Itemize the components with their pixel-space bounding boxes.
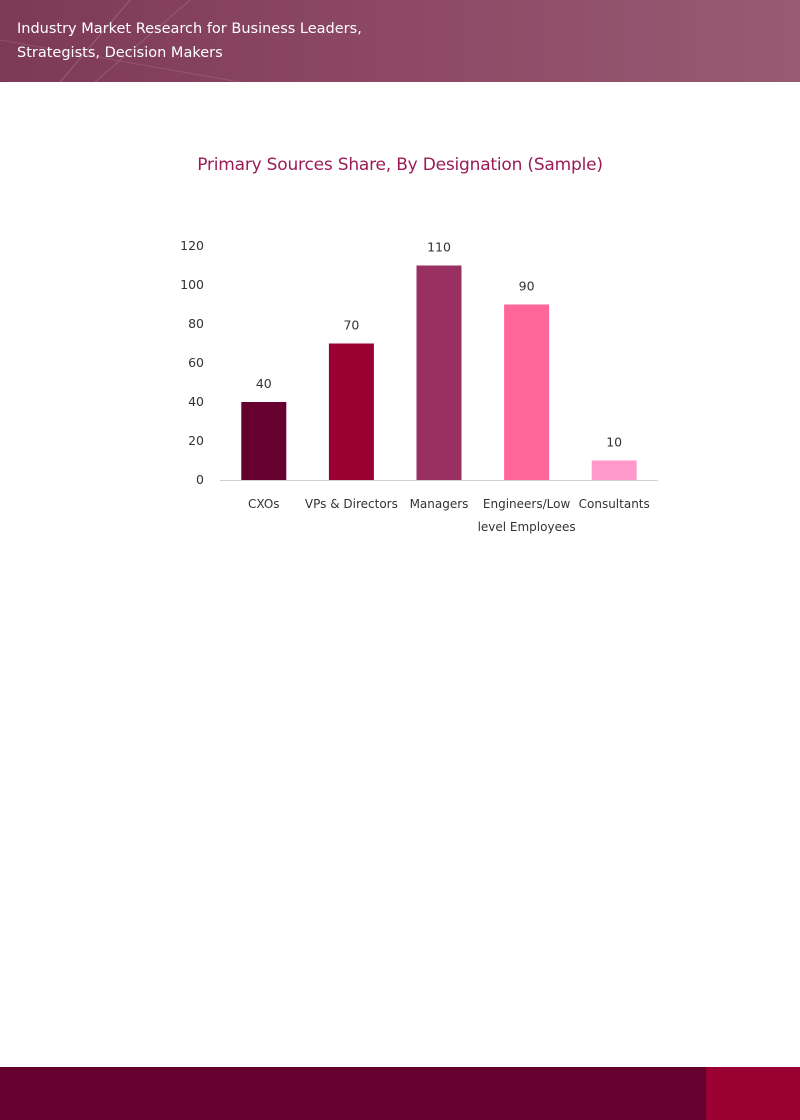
y-tick-label: 100	[180, 277, 204, 292]
y-tick-label: 0	[196, 472, 204, 487]
bar-chart: 0 20 40 60 80 100 120 40 CXOs 70 VPs & Directors 11…	[180, 238, 658, 534]
header-title-line-1: Industry Market Research for Business Le…	[17, 21, 362, 37]
bar	[416, 265, 462, 480]
category-label: Consultants	[579, 497, 650, 511]
category-label: CXOs	[248, 497, 280, 511]
footer-accent-block	[706, 1067, 800, 1120]
bar	[328, 343, 374, 480]
chart-title: Primary Sources Share, By Designation (S…	[197, 155, 603, 175]
y-tick-label: 120	[180, 238, 204, 253]
data-label: 90	[519, 279, 535, 294]
bar	[504, 304, 550, 480]
bar	[241, 402, 287, 480]
data-label: 40	[256, 376, 272, 391]
category-label: level Employees	[478, 520, 576, 534]
category-label: VPs & Directors	[305, 497, 398, 511]
category-label: Managers	[410, 497, 469, 511]
bar	[591, 460, 637, 480]
y-tick-label: 60	[188, 355, 204, 370]
y-tick-label: 80	[188, 316, 204, 331]
header-title-line-2: Strategists, Decision Makers	[17, 45, 223, 61]
y-tick-label: 20	[188, 433, 204, 448]
data-label: 110	[427, 240, 451, 255]
data-label: 10	[606, 435, 622, 450]
header-decoration	[0, 0, 241, 82]
y-tick-label: 40	[188, 394, 204, 409]
page-footer	[0, 1067, 800, 1120]
data-label: 70	[343, 318, 359, 333]
header-title: Industry Market Research for Business Le…	[17, 17, 377, 65]
category-label: Engineers/Low	[483, 497, 571, 511]
page-header: Industry Market Research for Business Le…	[0, 0, 800, 82]
